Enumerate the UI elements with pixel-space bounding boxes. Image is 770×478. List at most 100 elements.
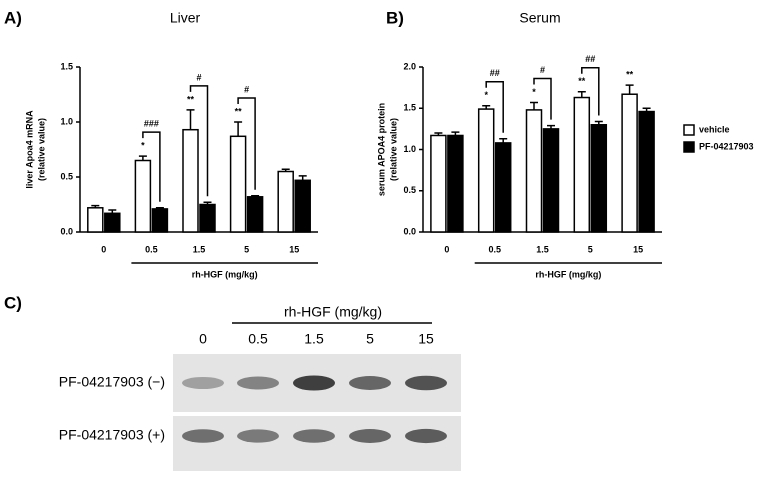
significance-star: ** — [235, 106, 243, 116]
y-axis-label: (relative value) — [388, 118, 398, 181]
y-tick-label: 1.0 — [60, 116, 73, 126]
bar — [542, 128, 560, 233]
band — [182, 376, 224, 390]
error-bar — [625, 84, 634, 95]
error-bar — [138, 155, 147, 161]
y-axis-label: serum APOA4 protein — [376, 103, 386, 196]
y-axis-label: liver Apoa4 mRNA — [24, 110, 34, 189]
y-tick-label: 1.5 — [60, 61, 73, 71]
bar — [246, 196, 264, 233]
y-tick-label: 0.5 — [403, 185, 416, 195]
x-tick-label: 15 — [289, 244, 299, 254]
x-axis-label: rh-HGF (mg/kg) — [192, 269, 258, 279]
error-bar — [298, 175, 307, 181]
error-bar — [577, 91, 586, 98]
band — [293, 375, 335, 391]
bar — [134, 159, 152, 233]
band — [293, 429, 335, 443]
y-tick-label: 0.0 — [403, 226, 416, 236]
bar — [430, 134, 447, 233]
bracket — [189, 85, 209, 197]
chart-title: Serum — [519, 10, 560, 26]
error-bar — [234, 121, 243, 137]
bar — [525, 109, 543, 233]
x-tick-label: 0.5 — [145, 244, 158, 254]
significance-hash: ### — [144, 118, 159, 128]
lane-label: 1.5 — [304, 331, 324, 347]
legend-label: PF-04217903 — [699, 141, 754, 151]
x-tick-label: 0.5 — [488, 244, 501, 254]
band — [349, 376, 391, 390]
y-tick-label: 0.0 — [60, 226, 73, 236]
bar — [590, 124, 608, 233]
bar — [294, 179, 311, 233]
error-bar — [91, 204, 100, 208]
legend-swatch — [683, 141, 695, 153]
bar — [477, 108, 495, 233]
significance-star: ** — [187, 94, 195, 104]
bar — [104, 212, 121, 233]
bar — [151, 208, 169, 233]
x-tick-label: 0 — [444, 244, 449, 254]
row-label: PF-04217903 (+) — [59, 427, 165, 443]
bar — [494, 142, 512, 233]
x-tick-label: 5 — [244, 244, 249, 254]
error-bar — [203, 201, 212, 205]
lane-label: 0.5 — [248, 331, 268, 347]
significance-hash: ## — [490, 68, 500, 78]
legend-label: vehicle — [699, 124, 730, 134]
legend-swatch — [683, 124, 695, 136]
error-bar — [642, 107, 651, 112]
bar — [638, 110, 655, 233]
panel-label: B) — [386, 8, 404, 27]
error-bar — [594, 120, 603, 125]
band — [182, 429, 224, 443]
blot-membrane — [173, 416, 461, 471]
y-tick-label: 0.5 — [60, 171, 73, 181]
error-bar — [499, 138, 508, 143]
error-bar — [281, 168, 290, 172]
bracket — [581, 67, 600, 116]
significance-hash: # — [540, 65, 545, 75]
bracket — [237, 97, 256, 190]
panel-label: C) — [4, 293, 22, 312]
bracket — [485, 81, 504, 133]
significance-hash: # — [196, 72, 201, 82]
error-bar — [108, 209, 117, 214]
x-tick-label: 1.5 — [536, 244, 549, 254]
error-bar — [547, 124, 555, 129]
x-tick-label: 1.5 — [193, 244, 206, 254]
y-axis-label: (relative value) — [36, 118, 46, 181]
band — [405, 375, 447, 391]
bar — [447, 134, 464, 233]
error-bar — [155, 207, 164, 209]
error-bar — [434, 132, 443, 136]
significance-hash: ## — [585, 54, 595, 64]
bar — [87, 207, 104, 233]
lane-label: 5 — [366, 331, 374, 347]
band — [405, 428, 447, 444]
lane-label: 0 — [199, 331, 207, 347]
bar — [573, 96, 591, 233]
significance-star: * — [532, 87, 536, 97]
bracket — [533, 77, 552, 120]
bar — [277, 170, 294, 233]
x-tick-label: 0 — [101, 244, 106, 254]
band — [237, 429, 279, 443]
band — [349, 429, 391, 443]
bracket — [142, 131, 161, 202]
band — [237, 376, 279, 390]
y-tick-label: 2.0 — [403, 61, 416, 71]
significance-hash: # — [244, 84, 249, 94]
bar — [621, 93, 638, 233]
y-tick-label: 1.0 — [403, 144, 416, 154]
error-bar — [482, 105, 491, 110]
significance-star: ** — [578, 76, 586, 86]
x-tick-label: 15 — [633, 244, 643, 254]
bar — [229, 135, 247, 233]
bar — [199, 203, 216, 233]
significance-star: * — [484, 90, 488, 100]
significance-star: * — [141, 140, 145, 150]
bar — [182, 128, 199, 233]
